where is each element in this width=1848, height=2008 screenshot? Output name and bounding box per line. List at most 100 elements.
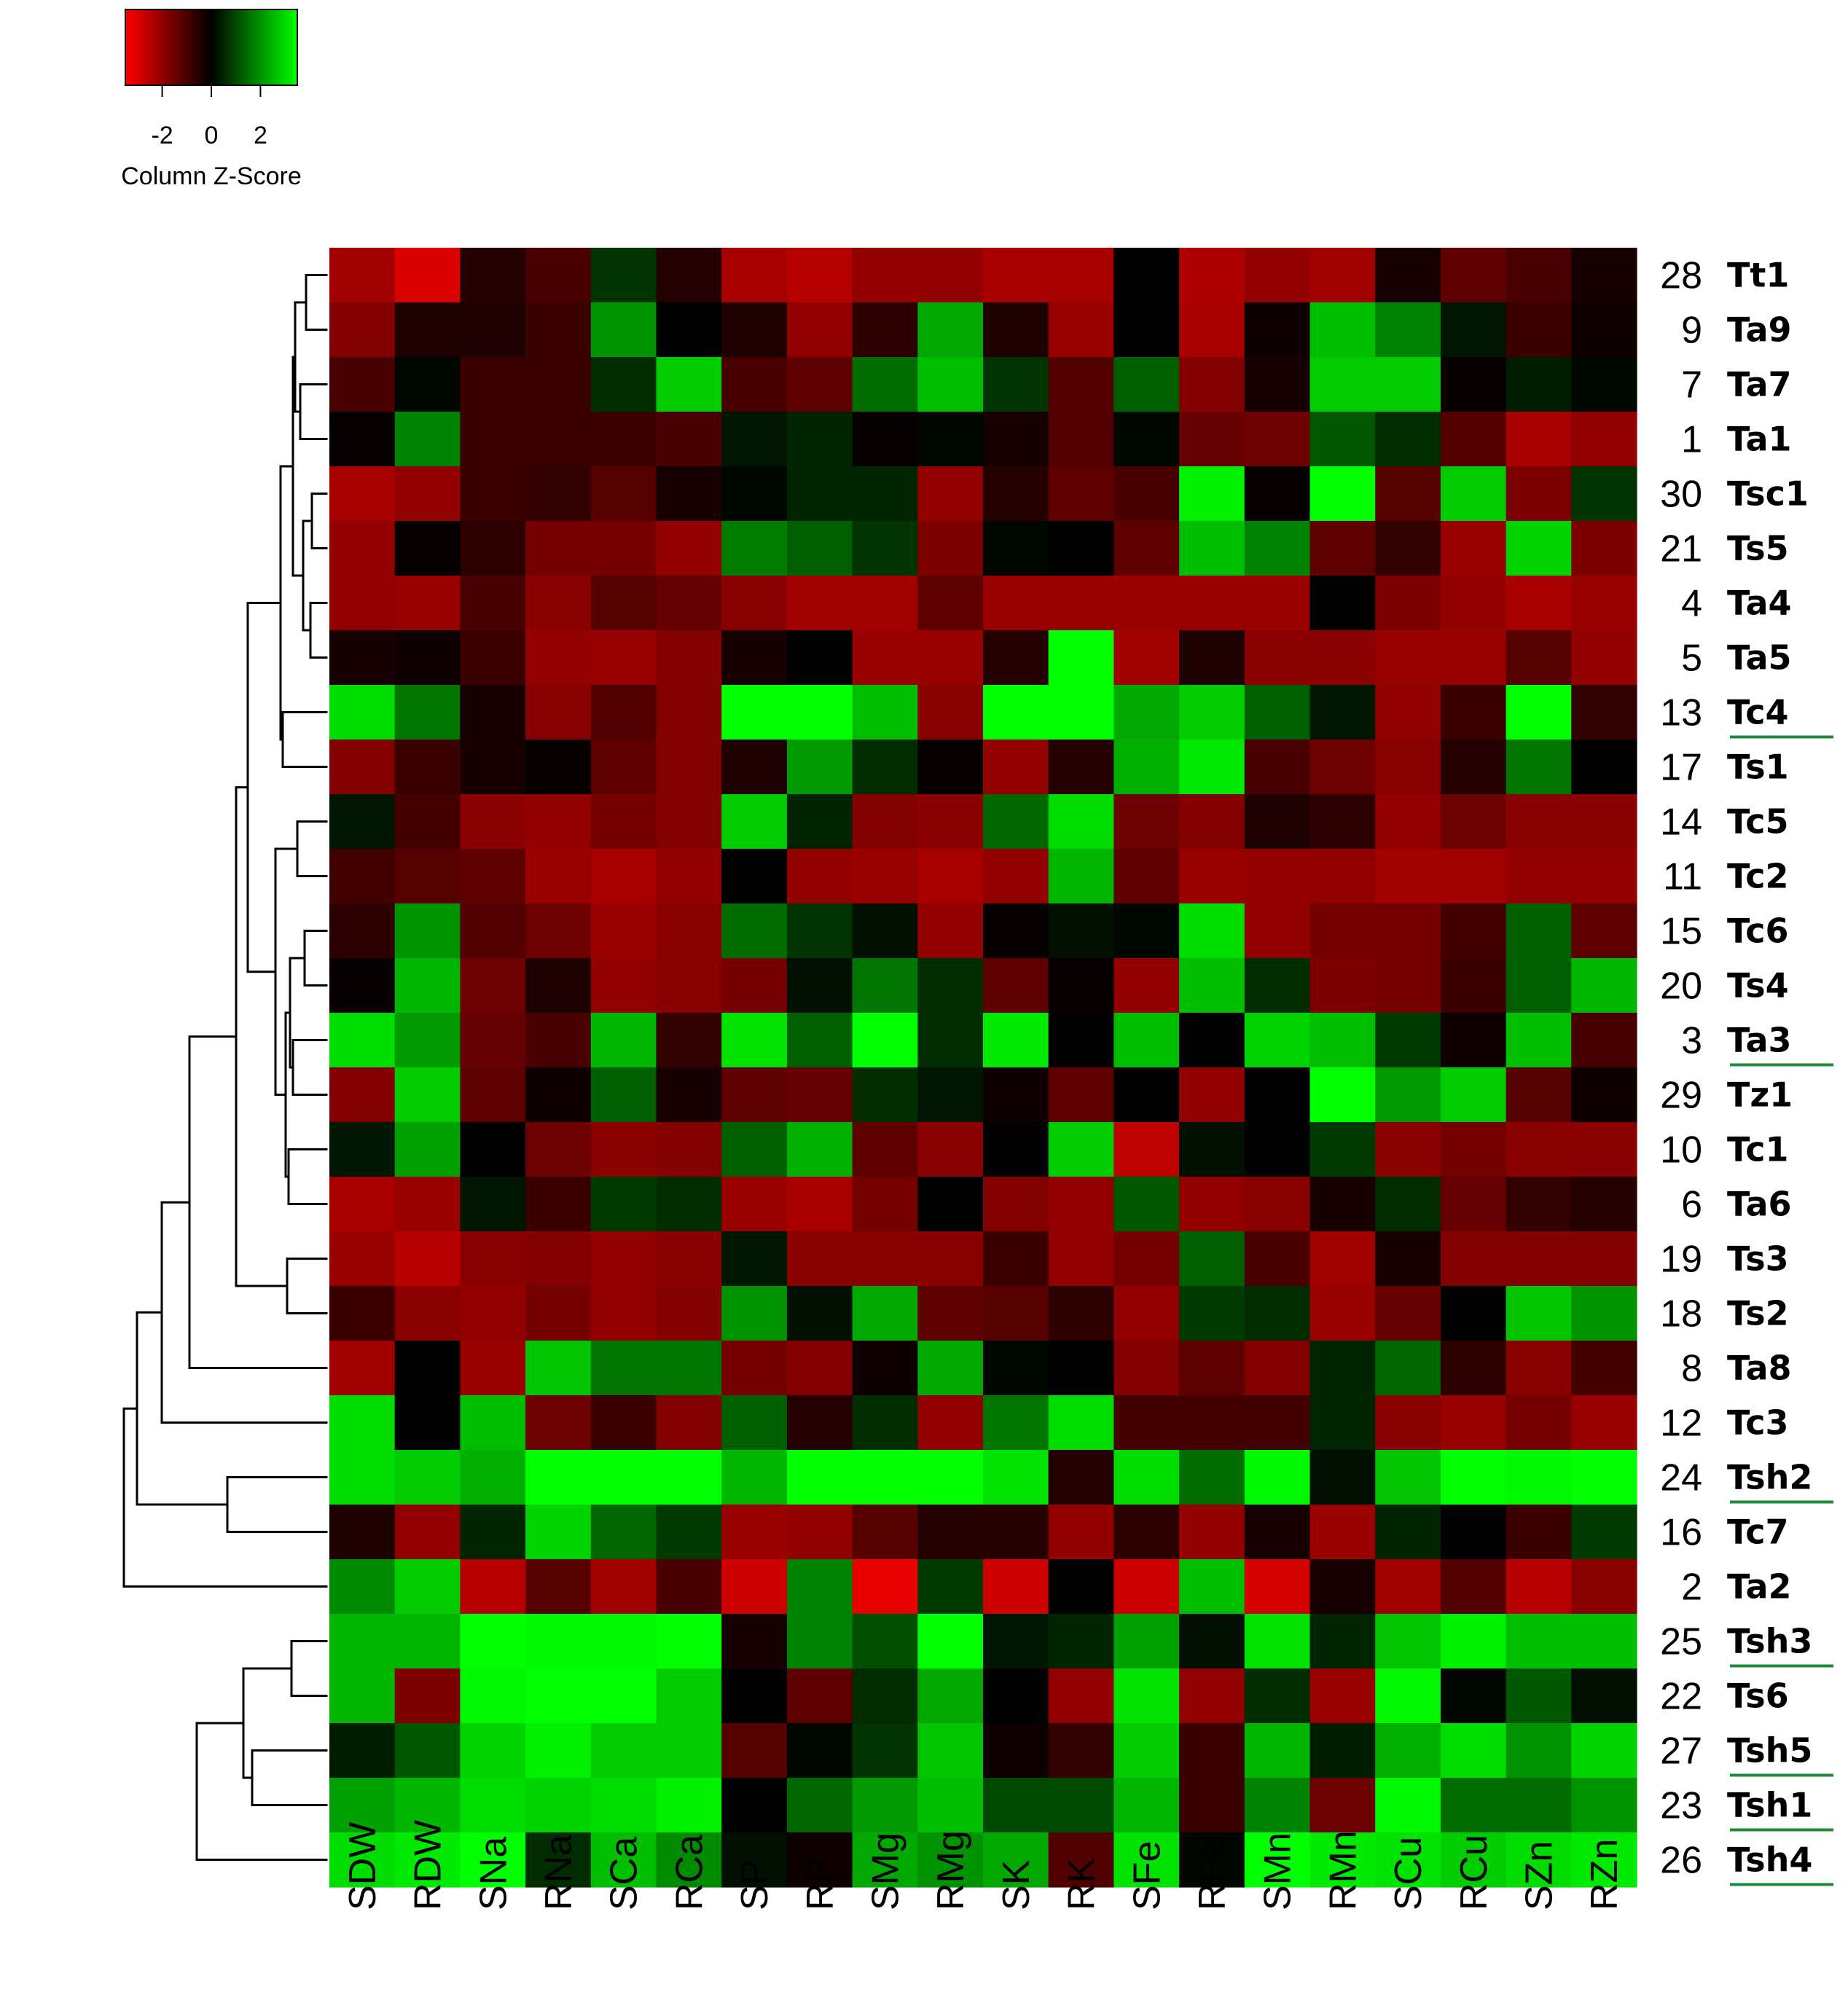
heatmap-cell (394, 1559, 461, 1615)
heatmap-cell (1375, 1067, 1441, 1123)
heatmap-cell (329, 794, 396, 850)
heatmap-cell (656, 1668, 722, 1724)
heatmap-cell (983, 849, 1049, 904)
heatmap-cell (786, 1122, 853, 1177)
heatmap-cell (786, 1668, 853, 1724)
heatmap-cell (1113, 958, 1180, 1013)
heatmap-cell (1571, 1395, 1637, 1451)
column-label: SCa (603, 1837, 646, 1910)
heatmap-cell (1244, 1122, 1311, 1177)
heatmap-cell (656, 958, 722, 1013)
row-name-label: Tc5 (1727, 802, 1789, 842)
heatmap-cell (721, 466, 788, 522)
heatmap-cell (1440, 958, 1507, 1013)
heatmap-cell (460, 685, 526, 740)
heatmap-cell (1571, 685, 1637, 740)
heatmap-cell (394, 849, 461, 904)
row-number-label: 13 (1660, 692, 1702, 734)
heatmap-cell (525, 740, 592, 795)
heatmap-cell (1244, 849, 1311, 904)
heatmap-cell (1571, 1231, 1637, 1287)
heatmap-cell (1179, 1505, 1245, 1560)
heatmap-cell (460, 740, 526, 795)
row-name-label: Ta7 (1727, 365, 1792, 404)
heatmap-cell (394, 1177, 461, 1232)
heatmap-cell (394, 1832, 461, 1888)
heatmap-cell (1571, 466, 1637, 522)
dendrogram-branch (303, 930, 328, 987)
heatmap-cell (786, 1778, 853, 1833)
heatmap-cell (1440, 1231, 1507, 1287)
heatmap-cell (394, 794, 461, 850)
heatmap-cell (1440, 576, 1507, 631)
heatmap-cell (917, 521, 984, 576)
heatmap-cell (1440, 1668, 1507, 1724)
row-number-label: 24 (1660, 1457, 1702, 1499)
heatmap-cell (1113, 357, 1180, 412)
heatmap-cell (460, 1395, 526, 1451)
row-name-label: Ts4 (1727, 966, 1789, 1005)
heatmap-cell (525, 302, 592, 358)
heatmap-cell (1440, 630, 1507, 686)
heatmap-cell (1244, 1723, 1311, 1778)
heatmap-cell (917, 1231, 984, 1287)
heatmap-cell (721, 794, 788, 850)
heatmap-cell (1244, 630, 1311, 686)
heatmap-cell (1179, 1395, 1245, 1451)
heatmap-cell (590, 1723, 657, 1778)
heatmap-cell (329, 412, 396, 467)
heatmap-cell (721, 685, 788, 740)
heatmap-cells (329, 248, 1637, 1888)
heatmap-cell (460, 1668, 526, 1724)
heatmap-cell (1179, 248, 1245, 303)
heatmap-cell (1048, 1177, 1114, 1232)
row-name-label: Ts3 (1727, 1239, 1789, 1279)
heatmap-cell (1244, 1559, 1311, 1615)
heatmap-cell (1571, 794, 1637, 850)
heatmap-cell (786, 576, 853, 631)
heatmap-cell (1506, 1341, 1572, 1396)
heatmap-cell (1309, 903, 1376, 959)
heatmap-cell (852, 412, 918, 467)
heatmap-cell (525, 685, 592, 740)
heatmap-cell (1113, 412, 1180, 467)
row-name-label: Ta2 (1727, 1567, 1792, 1607)
heatmap-cell (721, 1067, 788, 1123)
row-number-label: 9 (1681, 310, 1702, 352)
heatmap-cell (460, 1067, 526, 1123)
heatmap-cell (656, 1723, 722, 1778)
heatmap-cell (394, 302, 461, 358)
heatmap-cell (1309, 1450, 1376, 1505)
heatmap-cell (1309, 849, 1376, 904)
heatmap-cell (917, 1177, 984, 1232)
heatmap-cell (656, 740, 722, 795)
heatmap-cell (329, 1450, 396, 1505)
heatmap-cell (852, 1231, 918, 1287)
heatmap-cell (1244, 685, 1311, 740)
heatmap-cell (656, 1013, 722, 1068)
heatmap-cell (1048, 1723, 1114, 1778)
heatmap-cell (852, 1395, 918, 1451)
heatmap-cell (852, 1450, 918, 1505)
heatmap-cell (1375, 1778, 1441, 1833)
heatmap-cell (1506, 412, 1572, 467)
heatmap-cell (590, 521, 657, 576)
heatmap-cell (394, 1231, 461, 1287)
heatmap-cell (852, 1614, 918, 1669)
heatmap-cell (1113, 1450, 1180, 1505)
heatmap-cell (394, 1505, 461, 1560)
heatmap-cell (1571, 1614, 1637, 1669)
row-number-label: 18 (1660, 1293, 1702, 1336)
heatmap-cell (721, 302, 788, 358)
heatmap-cell (329, 1122, 396, 1177)
heatmap-cell (983, 1505, 1049, 1560)
heatmap-cell (1506, 685, 1572, 740)
heatmap-cell (852, 1341, 918, 1396)
heatmap-cell (1375, 248, 1441, 303)
heatmap-cell (460, 849, 526, 904)
heatmap-cell (1113, 685, 1180, 740)
heatmap-cell (1440, 1832, 1507, 1888)
heatmap-cell (1440, 248, 1507, 303)
row-number-label: 12 (1660, 1403, 1702, 1445)
